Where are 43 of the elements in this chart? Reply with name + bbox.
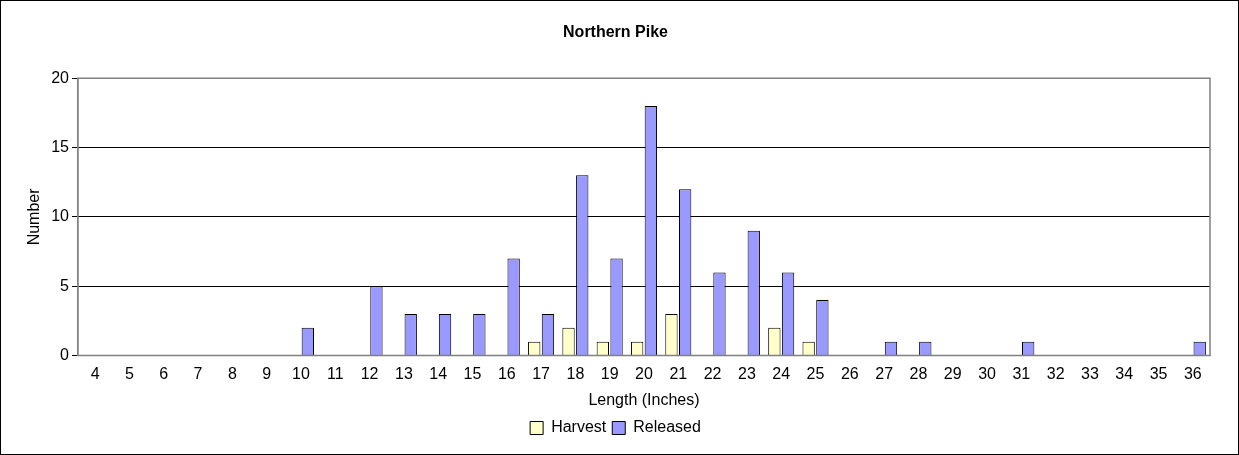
x-tick-label: 4 — [90, 364, 100, 382]
x-tick-label: 29 — [943, 364, 962, 382]
y-tick-label: 15 — [51, 137, 70, 155]
y-tick-label: 5 — [60, 276, 70, 294]
legend-label: Released — [633, 418, 701, 436]
x-tick-label: 25 — [806, 364, 825, 382]
x-tick-label: 14 — [429, 364, 448, 382]
x-tick-label: 24 — [772, 364, 791, 382]
x-tick-label: 34 — [1115, 364, 1134, 382]
x-tick-label: 35 — [1149, 364, 1168, 382]
y-tick-label: 20 — [51, 68, 70, 86]
x-tick-label: 32 — [1046, 364, 1065, 382]
x-tick-label: 15 — [463, 364, 482, 382]
y-tick-label: 0 — [60, 346, 70, 364]
x-tick-label: 17 — [532, 364, 551, 382]
x-tick-label: 28 — [909, 364, 928, 382]
x-tick-label: 22 — [703, 364, 722, 382]
x-tick-label: 5 — [125, 364, 134, 382]
x-tick-label: 10 — [292, 364, 310, 382]
x-tick-label: 33 — [1081, 364, 1099, 382]
x-tick-label: 7 — [193, 364, 203, 382]
x-tick-label: 8 — [227, 364, 237, 382]
x-tick-label: 23 — [738, 364, 756, 382]
x-tick-label: 9 — [262, 364, 272, 382]
x-tick-label: 19 — [600, 364, 619, 382]
x-tick-label: 13 — [394, 364, 413, 382]
chart-title: Northern Pike — [563, 23, 669, 41]
x-tick-label: 20 — [635, 364, 653, 382]
x-tick-label: 11 — [326, 364, 344, 382]
x-tick-label: 27 — [875, 364, 894, 382]
y-tick-label: 10 — [51, 207, 70, 225]
x-tick-label: 6 — [159, 364, 169, 382]
legend-label: Harvest — [551, 418, 607, 436]
x-tick-label: 30 — [978, 364, 997, 382]
x-tick-label: 31 — [1012, 364, 1031, 382]
x-tick-label: 21 — [669, 364, 688, 382]
x-tick-label: 16 — [497, 364, 516, 382]
x-axis-title: Length (Inches) — [588, 390, 700, 408]
x-tick-label: 36 — [1183, 364, 1202, 382]
x-tick-label: 18 — [566, 364, 585, 382]
x-tick-label: 26 — [840, 364, 859, 382]
y-axis-title: Number — [25, 187, 43, 246]
x-tick-label: 12 — [360, 364, 379, 382]
